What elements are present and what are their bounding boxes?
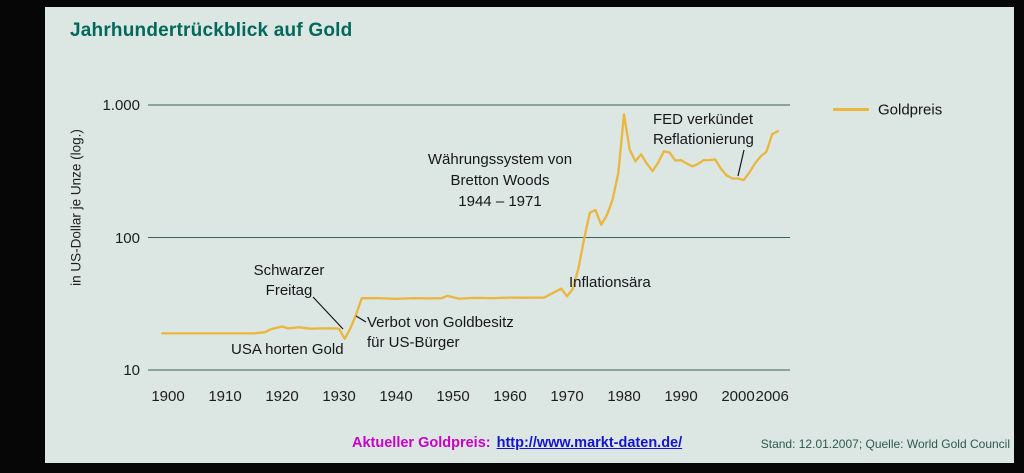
annotation-verbot-goldbesitz: Verbot von Goldbesitz für US-Bürger	[367, 314, 514, 351]
x-tick-label: 1900	[151, 388, 185, 405]
x-tick-label: 1960	[493, 388, 527, 405]
x-tick-label: 1920	[265, 388, 299, 405]
footer-source: Stand: 12.01.2007; Quelle: World Gold Co…	[760, 437, 1010, 451]
y-tick-label: 100	[114, 229, 140, 247]
x-tick-label: 1950	[436, 388, 470, 405]
x-tick-label: 1930	[322, 388, 356, 405]
annotation-inflationsaera: Inflationsära	[569, 274, 651, 291]
chart-panel	[45, 7, 1014, 463]
legend-label: Goldpreis	[878, 101, 943, 119]
x-tick-label: 1980	[607, 388, 641, 405]
y-tick-label: 1.000	[102, 97, 140, 114]
x-tick-label: 1990	[664, 388, 698, 405]
annotation-schwarzer-freitag: Schwarzer Freitag	[253, 262, 325, 299]
y-tick-label: 10	[123, 362, 140, 379]
chart-legend: Goldpreis	[833, 101, 942, 119]
current-price-label: Aktueller Goldpreis:	[352, 435, 491, 451]
annotation-usa-horten-gold: USA horten Gold	[231, 341, 344, 358]
y-axis-label: in US-Dollar je Unze (log.)	[68, 129, 84, 286]
x-tick-label: 1970	[550, 388, 584, 405]
annotation-fed-reflationierung: FED verkündet Reflationierung	[653, 111, 754, 148]
x-tick-label: 1940	[379, 388, 413, 405]
x-tick-label: 2000	[721, 388, 755, 405]
annotation-bretton-woods: Währungssystem von Bretton Woods 1944 – …	[427, 151, 573, 210]
markt-daten-link[interactable]: http://www.markt-daten.de/	[496, 435, 683, 451]
x-tick-label: 1910	[208, 388, 242, 405]
legend-line-swatch	[833, 108, 869, 112]
x-tick-label: 2006	[755, 388, 789, 405]
footer-current-price: Aktueller Goldpreis: http://www.markt-dat…	[352, 435, 682, 451]
page-title: Jahrhundertrückblick auf Gold	[70, 20, 353, 41]
